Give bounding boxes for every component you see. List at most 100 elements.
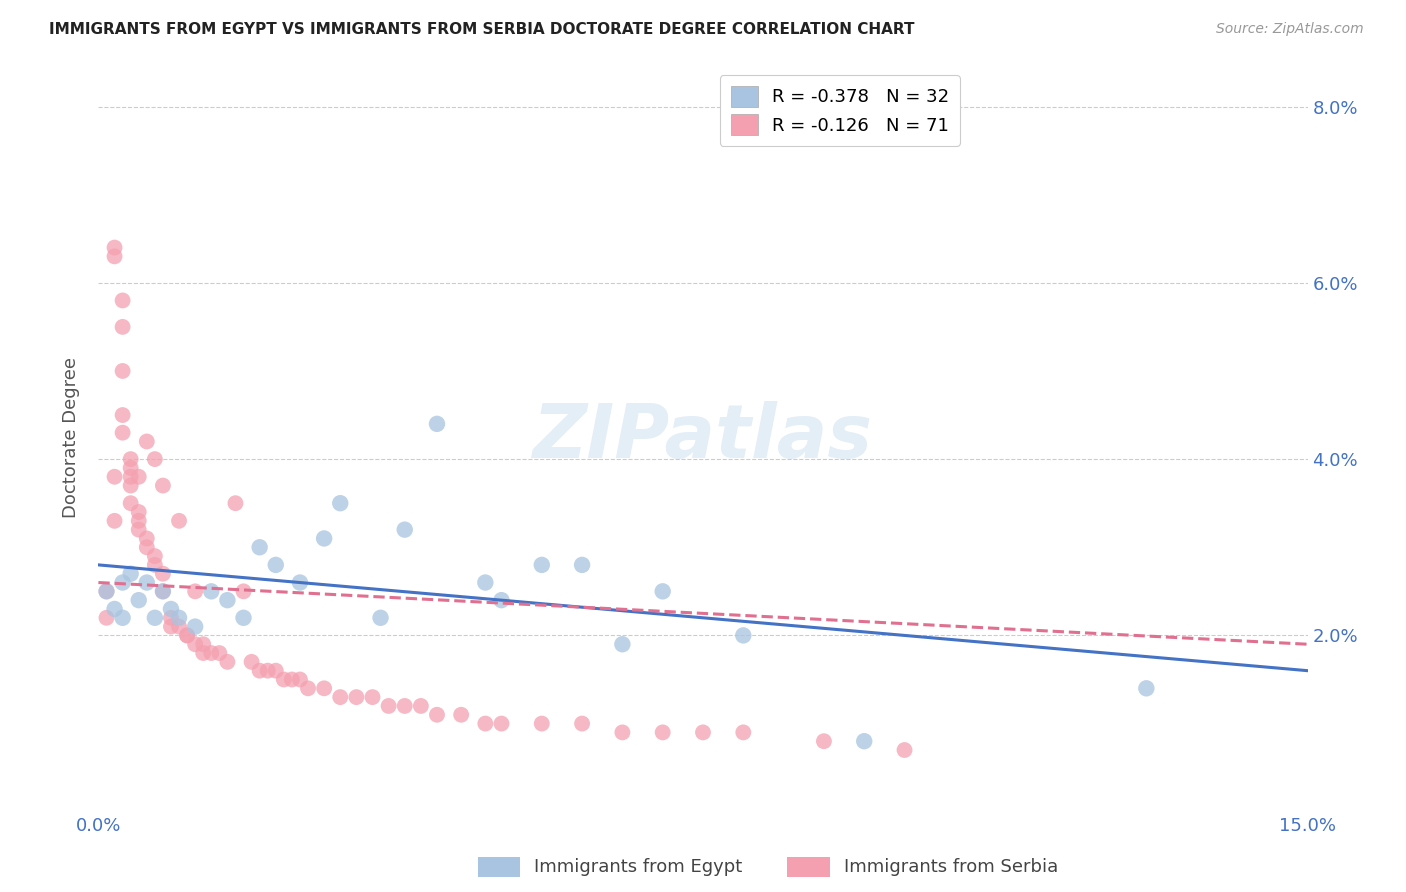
Point	[314, 532, 336, 546]
Point	[111, 408, 134, 422]
Point	[184, 637, 207, 651]
Point	[394, 698, 416, 713]
Point	[813, 734, 835, 748]
Point	[733, 628, 755, 642]
Point	[314, 681, 336, 696]
Point	[160, 619, 183, 633]
Point	[232, 611, 254, 625]
Point	[176, 628, 198, 642]
Point	[103, 249, 125, 263]
Point	[135, 575, 157, 590]
Point	[224, 496, 246, 510]
Text: Source: ZipAtlas.com: Source: ZipAtlas.com	[1216, 22, 1364, 37]
Text: IMMIGRANTS FROM EGYPT VS IMMIGRANTS FROM SERBIA DOCTORATE DEGREE CORRELATION CHA: IMMIGRANTS FROM EGYPT VS IMMIGRANTS FROM…	[49, 22, 915, 37]
Point	[612, 725, 634, 739]
Point	[184, 619, 207, 633]
Point	[853, 734, 876, 748]
Point	[120, 469, 142, 483]
Point	[200, 646, 222, 660]
Point	[571, 716, 593, 731]
Point	[103, 602, 125, 616]
Point	[120, 566, 142, 581]
Point	[120, 461, 142, 475]
Point	[120, 496, 142, 510]
Point	[128, 505, 150, 519]
Point	[96, 584, 118, 599]
Point	[143, 452, 166, 467]
Point	[111, 611, 134, 625]
Point	[184, 584, 207, 599]
Point	[426, 417, 449, 431]
Point	[128, 593, 150, 607]
Point	[240, 655, 263, 669]
Point	[135, 532, 157, 546]
Point	[344, 690, 367, 705]
Point	[193, 646, 215, 660]
Point	[111, 364, 134, 378]
Point	[152, 566, 174, 581]
Point	[651, 584, 673, 599]
Point	[288, 673, 311, 687]
Point	[128, 469, 150, 483]
Point	[135, 434, 157, 449]
Point	[651, 725, 673, 739]
Text: ZIPatlas: ZIPatlas	[533, 401, 873, 474]
Point	[143, 549, 166, 563]
Point	[111, 575, 134, 590]
Point	[530, 558, 553, 572]
Point	[273, 673, 295, 687]
Point	[176, 628, 198, 642]
Point	[232, 584, 254, 599]
Point	[409, 698, 432, 713]
Point	[474, 716, 496, 731]
Point	[143, 558, 166, 572]
Point	[264, 664, 287, 678]
Point	[329, 496, 352, 510]
Point	[571, 558, 593, 572]
Point	[152, 478, 174, 492]
Point	[128, 514, 150, 528]
Point	[217, 593, 239, 607]
Point	[288, 575, 311, 590]
Point	[200, 584, 222, 599]
Point	[103, 514, 125, 528]
Point	[474, 575, 496, 590]
Point	[152, 584, 174, 599]
Text: Immigrants from Serbia: Immigrants from Serbia	[844, 858, 1057, 876]
Point	[281, 673, 304, 687]
Point	[103, 469, 125, 483]
Point	[733, 725, 755, 739]
Point	[160, 602, 183, 616]
Point	[426, 707, 449, 722]
Point	[1135, 681, 1157, 696]
Point	[135, 541, 157, 555]
Point	[111, 293, 134, 308]
Point	[450, 707, 472, 722]
Point	[96, 611, 118, 625]
Point	[297, 681, 319, 696]
Point	[167, 514, 190, 528]
Point	[120, 478, 142, 492]
Point	[167, 619, 190, 633]
Point	[120, 452, 142, 467]
Point	[394, 523, 416, 537]
Point	[160, 611, 183, 625]
Point	[193, 637, 215, 651]
Point	[692, 725, 714, 739]
Point	[256, 664, 278, 678]
Point	[491, 716, 513, 731]
Point	[152, 584, 174, 599]
Point	[96, 584, 118, 599]
Point	[111, 425, 134, 440]
Y-axis label: Doctorate Degree: Doctorate Degree	[62, 357, 80, 517]
Point	[208, 646, 231, 660]
Point	[103, 241, 125, 255]
Point	[143, 611, 166, 625]
Point	[217, 655, 239, 669]
Point	[370, 611, 392, 625]
Legend: R = -0.378   N = 32, R = -0.126   N = 71: R = -0.378 N = 32, R = -0.126 N = 71	[720, 75, 960, 145]
Point	[893, 743, 915, 757]
Point	[329, 690, 352, 705]
Point	[111, 319, 134, 334]
Point	[361, 690, 384, 705]
